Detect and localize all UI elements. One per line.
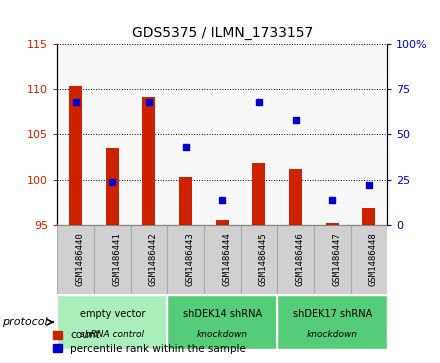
Text: empty vector: empty vector (80, 309, 145, 319)
Text: GSM1486446: GSM1486446 (296, 233, 304, 286)
Text: shRNA control: shRNA control (80, 330, 144, 339)
Legend: count, percentile rank within the sample: count, percentile rank within the sample (49, 326, 250, 358)
FancyBboxPatch shape (241, 225, 277, 294)
Bar (69, 86, 82, 225)
FancyBboxPatch shape (57, 295, 167, 349)
Text: knockdown: knockdown (197, 330, 248, 339)
Text: protocol: protocol (2, 317, 48, 327)
Text: GSM1486441: GSM1486441 (112, 233, 121, 286)
Bar (289, 169, 302, 225)
FancyBboxPatch shape (167, 295, 277, 349)
FancyBboxPatch shape (314, 225, 351, 294)
Text: shDEK14 shRNA: shDEK14 shRNA (183, 309, 262, 319)
Text: GSM1486444: GSM1486444 (222, 233, 231, 286)
FancyBboxPatch shape (57, 225, 94, 294)
Title: GDS5375 / ILMN_1733157: GDS5375 / ILMN_1733157 (132, 26, 313, 40)
Text: shDEK17 shRNA: shDEK17 shRNA (293, 309, 372, 319)
Text: GSM1486448: GSM1486448 (369, 233, 378, 286)
Bar (326, 223, 339, 225)
Bar (216, 220, 229, 225)
Text: GSM1486442: GSM1486442 (149, 233, 158, 286)
FancyBboxPatch shape (94, 225, 131, 294)
FancyBboxPatch shape (204, 225, 241, 294)
FancyBboxPatch shape (131, 225, 167, 294)
Bar (106, 148, 119, 225)
FancyBboxPatch shape (167, 225, 204, 294)
Text: GSM1486447: GSM1486447 (332, 233, 341, 286)
Bar (363, 208, 375, 225)
FancyBboxPatch shape (351, 225, 387, 294)
Bar (253, 163, 265, 225)
Text: GSM1486440: GSM1486440 (76, 233, 84, 286)
Text: GSM1486445: GSM1486445 (259, 233, 268, 286)
FancyBboxPatch shape (277, 295, 387, 349)
Text: knockdown: knockdown (307, 330, 358, 339)
Bar (143, 97, 155, 225)
FancyBboxPatch shape (277, 225, 314, 294)
Bar (179, 177, 192, 225)
Text: GSM1486443: GSM1486443 (186, 233, 194, 286)
